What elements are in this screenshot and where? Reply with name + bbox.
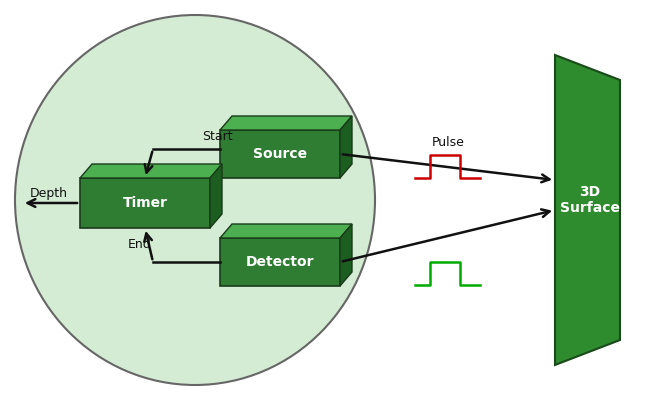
Ellipse shape	[15, 15, 375, 385]
Polygon shape	[220, 116, 352, 130]
Text: 3D
Surface: 3D Surface	[560, 185, 620, 215]
Text: End: End	[128, 237, 152, 251]
Polygon shape	[210, 164, 222, 228]
Polygon shape	[340, 224, 352, 286]
Polygon shape	[80, 164, 222, 178]
Text: Source: Source	[253, 147, 307, 161]
Text: Timer: Timer	[122, 196, 168, 210]
Polygon shape	[220, 238, 340, 286]
Text: Start: Start	[202, 130, 233, 142]
Polygon shape	[220, 130, 340, 178]
Text: Detector: Detector	[246, 255, 314, 269]
Polygon shape	[555, 55, 620, 365]
Polygon shape	[220, 224, 352, 238]
Text: Pulse: Pulse	[432, 136, 465, 148]
Text: Depth: Depth	[30, 188, 68, 200]
Polygon shape	[340, 116, 352, 178]
Polygon shape	[80, 178, 210, 228]
